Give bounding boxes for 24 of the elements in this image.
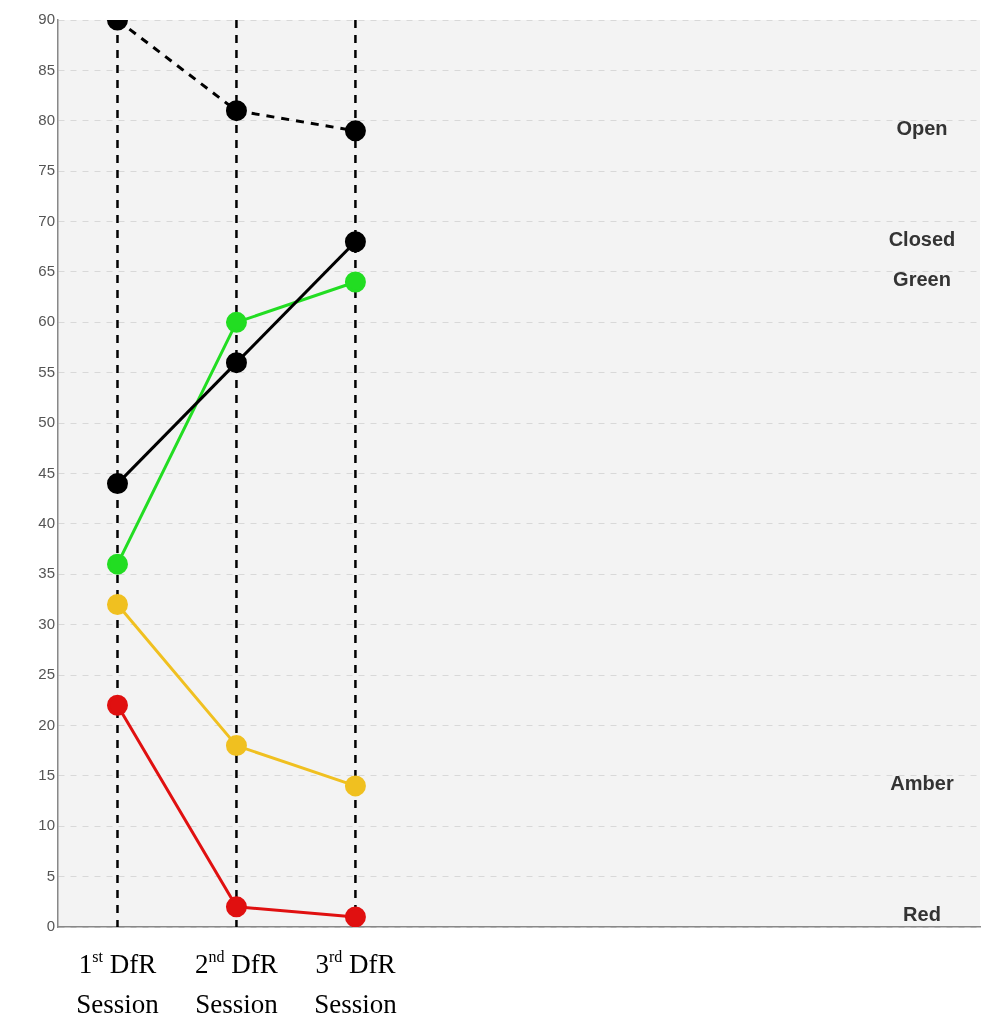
y-tick-label: 70 xyxy=(38,211,55,229)
text: Red xyxy=(903,902,941,925)
y-tick-label: 55 xyxy=(38,362,55,380)
y-tick-label: 65 xyxy=(38,262,55,280)
y-tick-label: 45 xyxy=(38,463,55,481)
y-tick-label: 40 xyxy=(38,514,55,532)
y-tick-label: 80 xyxy=(38,110,55,128)
text: Open xyxy=(896,116,948,139)
text: Amber xyxy=(890,771,954,794)
text: Green xyxy=(893,268,951,291)
y-tick-label: 75 xyxy=(38,161,55,179)
y-tick-label: 0 xyxy=(46,917,55,935)
text: Closed xyxy=(888,227,956,250)
y-tick-label: 25 xyxy=(38,665,55,683)
y-tick-label: 20 xyxy=(38,715,55,733)
y-tick-label: 50 xyxy=(38,413,55,431)
y-tick-label: 85 xyxy=(38,60,55,78)
y-tick-label: 60 xyxy=(38,312,55,330)
y-tick-label: 30 xyxy=(38,614,55,632)
y-tick-label: 90 xyxy=(38,10,55,28)
y-tick-label: 15 xyxy=(38,765,55,783)
y-tick-label: 5 xyxy=(46,866,55,884)
y-tick-label: 35 xyxy=(38,564,55,582)
y-tick-label: 10 xyxy=(38,816,55,834)
